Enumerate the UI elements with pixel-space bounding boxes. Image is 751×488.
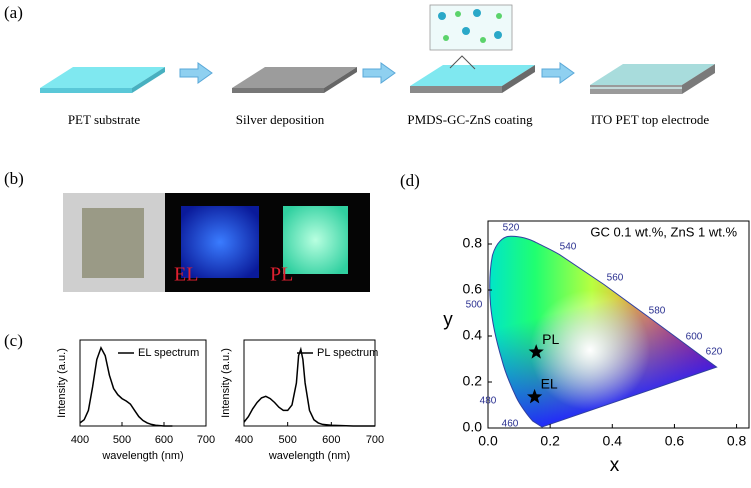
process-arrows bbox=[179, 62, 575, 84]
x-tick-label: 0.0 bbox=[478, 433, 498, 449]
locus-label: 460 bbox=[502, 419, 519, 430]
star-marker bbox=[527, 388, 543, 404]
y-axis-label: Intensity (a.u.) bbox=[220, 348, 232, 418]
panel-label: (c) bbox=[4, 331, 23, 350]
panel-label: (a) bbox=[4, 3, 23, 22]
inset-particles bbox=[429, 4, 513, 51]
locus-label: 600 bbox=[686, 332, 703, 343]
x-tick-label: 600 bbox=[155, 434, 173, 446]
spectrum-line bbox=[79, 345, 173, 427]
x-tick-label: 500 bbox=[278, 434, 296, 446]
photo-label: PL bbox=[270, 264, 293, 286]
locus-label: 620 bbox=[706, 347, 723, 358]
annotation: GC 0.1 wt.%, ZnS 1 wt.% bbox=[590, 224, 737, 239]
locus-label: 500 bbox=[466, 300, 483, 311]
x-tick-label: 700 bbox=[366, 434, 384, 446]
locus-label: 580 bbox=[649, 306, 666, 317]
plot-frame bbox=[243, 339, 376, 427]
legend-label: EL spectrum bbox=[138, 347, 199, 359]
photo-label: EL bbox=[174, 264, 198, 286]
step-label: PMDS-GC-ZnS coating bbox=[407, 112, 533, 127]
x-tick-label: 700 bbox=[197, 434, 215, 446]
point-label: EL bbox=[541, 376, 558, 392]
x-tick-label: 400 bbox=[235, 434, 253, 446]
cie-locus bbox=[489, 235, 718, 428]
plot-frame bbox=[487, 220, 750, 429]
photos bbox=[63, 193, 370, 292]
step-label: Silver deposition bbox=[236, 112, 325, 127]
plot-frame bbox=[79, 339, 207, 427]
step-label: ITO PET top electrode bbox=[591, 112, 710, 127]
x-tick-label: 400 bbox=[71, 434, 89, 446]
y-tick-label: 0.0 bbox=[463, 419, 483, 435]
y-tick-label: 0.6 bbox=[463, 281, 483, 297]
x-tick-label: 500 bbox=[113, 434, 131, 446]
legend-label: PL spectrum bbox=[317, 347, 378, 359]
locus-label: 480 bbox=[480, 396, 497, 407]
coated-slab bbox=[410, 55, 535, 93]
x-tick-label: 600 bbox=[322, 434, 340, 446]
y-tick-label: 0.4 bbox=[463, 327, 483, 343]
x-axis-label: wavelength (nm) bbox=[268, 450, 350, 462]
y-tick-label: 0.8 bbox=[463, 235, 483, 251]
ito-slab bbox=[590, 64, 715, 94]
x-tick-label: 0.8 bbox=[727, 433, 747, 449]
point-label: PL bbox=[542, 331, 559, 347]
locus-label: 520 bbox=[503, 223, 520, 234]
x-tick-label: 0.4 bbox=[603, 433, 623, 449]
x-tick-label: 0.6 bbox=[665, 433, 685, 449]
silver-slab bbox=[232, 67, 357, 93]
step-label: PET substrate bbox=[68, 112, 141, 127]
panel-label: (b) bbox=[4, 169, 24, 188]
locus-label: 540 bbox=[560, 242, 577, 253]
y-axis-label: Intensity (a.u.) bbox=[56, 348, 68, 418]
star-marker bbox=[528, 344, 544, 359]
x-axis-label: x bbox=[610, 455, 620, 476]
y-tick-label: 0.2 bbox=[463, 373, 483, 389]
pet-substrate-slab bbox=[40, 67, 165, 93]
y-axis-label: y bbox=[443, 310, 453, 331]
panel-label: (d) bbox=[400, 171, 420, 190]
x-tick-label: 0.2 bbox=[540, 433, 560, 449]
spectrum-line bbox=[243, 346, 375, 427]
locus-label: 560 bbox=[607, 273, 624, 284]
x-axis-label: wavelength (nm) bbox=[101, 450, 183, 462]
